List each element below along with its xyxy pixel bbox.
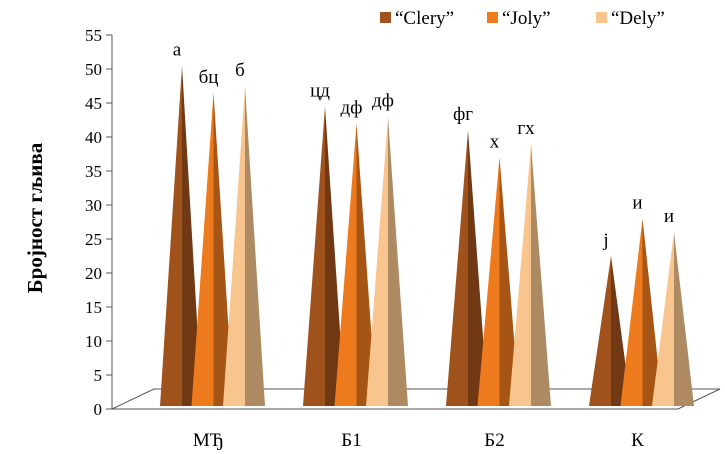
bar <box>620 218 663 406</box>
data-label: гх <box>517 118 535 139</box>
bar-face <box>191 92 214 407</box>
y-tick-label: 15 <box>85 298 102 317</box>
bar-face <box>620 218 643 406</box>
y-tick-label: 45 <box>85 94 102 113</box>
x-axis: МЂ Б1 Б2 К <box>193 430 644 451</box>
data-label: цд <box>310 80 330 101</box>
data-label: фг <box>453 104 473 125</box>
legend-item: “Clery” <box>380 8 454 29</box>
bar-side <box>642 218 663 406</box>
legend-label: “Clery” <box>395 8 454 29</box>
data-label: б <box>235 60 245 81</box>
bar-side <box>325 106 345 407</box>
legend-swatch <box>380 12 391 23</box>
bar-side <box>388 116 408 406</box>
legend: “Clery” “Joly” “Dely” <box>380 8 665 29</box>
y-tick-label: 35 <box>85 162 102 181</box>
plot-area <box>160 65 694 407</box>
y-tick-label: 25 <box>85 230 102 249</box>
bar-face <box>509 143 531 407</box>
data-label: бц <box>199 67 219 88</box>
x-tick-label: Б2 <box>484 430 504 451</box>
bar-face <box>334 123 357 407</box>
y-tick-label: 50 <box>85 60 102 79</box>
data-label: ј <box>602 230 608 251</box>
bar-side <box>531 143 551 407</box>
bar-side <box>674 232 694 406</box>
bar-face <box>160 65 182 406</box>
bar <box>223 86 265 406</box>
legend-swatch <box>596 12 607 23</box>
data-label: и <box>632 193 642 214</box>
data-label: и <box>664 206 674 227</box>
bar-side <box>468 130 488 406</box>
bar <box>366 116 408 406</box>
bar <box>446 130 488 406</box>
y-tick-label: 10 <box>85 332 102 351</box>
legend-item: “Dely” <box>596 8 665 29</box>
data-label: а <box>173 40 182 61</box>
x-tick-label: МЂ <box>193 430 224 451</box>
y-axis-title: Бројност гљива <box>23 142 47 293</box>
bar-face <box>446 130 468 406</box>
bar-face <box>303 106 325 407</box>
bar <box>652 232 694 406</box>
y-tick-label: 55 <box>85 26 102 45</box>
bar-face <box>223 86 245 406</box>
y-tick-label: 0 <box>94 400 103 419</box>
y-tick-label: 5 <box>94 366 103 385</box>
bar-side <box>182 65 202 406</box>
y-axis: 0 5 10 15 20 25 30 35 40 45 50 55 <box>85 26 113 419</box>
bar <box>303 106 345 407</box>
bar-side <box>245 86 265 406</box>
y-tick-label: 20 <box>85 264 102 283</box>
bar-face <box>589 256 611 406</box>
bar <box>160 65 202 406</box>
legend-item: “Joly” <box>487 8 551 29</box>
data-label: дф <box>372 91 394 112</box>
x-tick-label: Б1 <box>341 430 361 451</box>
legend-label: “Joly” <box>502 8 551 29</box>
legend-swatch <box>487 12 498 23</box>
bar-face <box>652 232 674 406</box>
x-tick-label: К <box>631 430 644 451</box>
y-tick-label: 30 <box>85 196 102 215</box>
bar-face <box>477 157 500 406</box>
y-tick-label: 40 <box>85 128 102 147</box>
data-label: дф <box>341 97 363 118</box>
bar <box>509 143 551 407</box>
data-label: х <box>490 131 500 152</box>
bar-face <box>366 116 388 406</box>
legend-label: “Dely” <box>611 8 665 29</box>
